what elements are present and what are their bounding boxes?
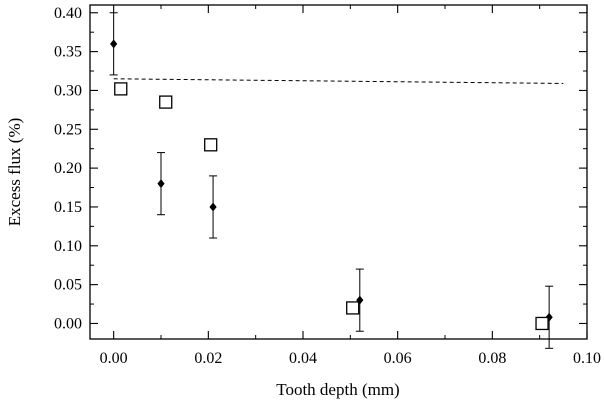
x-axis-title: Tooth depth (mm) xyxy=(276,380,399,399)
x-tick-label: 0.00 xyxy=(100,350,128,367)
x-tick-label: 0.02 xyxy=(194,350,222,367)
y-tick-label: 0.10 xyxy=(54,238,82,255)
data-marks xyxy=(109,12,564,349)
open-square-point xyxy=(346,301,360,315)
axis-ticks xyxy=(90,5,588,339)
y-tick-label: 0.35 xyxy=(54,44,82,61)
filled-diamond-point xyxy=(157,179,165,189)
filled-diamond-point xyxy=(545,312,553,322)
open-square-point xyxy=(535,316,549,331)
x-tick-label: 0.10 xyxy=(573,350,601,367)
x-tick-label: 0.06 xyxy=(384,350,412,367)
y-tick-label: 0.15 xyxy=(54,199,82,216)
x-tick-label: 0.08 xyxy=(478,350,506,367)
open-square-point xyxy=(114,82,128,96)
y-tick-label: 0.00 xyxy=(54,315,82,332)
dashed-reference-line xyxy=(113,78,564,84)
y-tick-label: 0.05 xyxy=(54,277,82,294)
y-axis-title: Excess flux (%) xyxy=(5,118,24,227)
open-square-point xyxy=(159,95,173,109)
y-tick-label: 0.20 xyxy=(54,160,82,177)
filled-diamond-point xyxy=(209,202,217,212)
filled-diamond-point xyxy=(110,39,118,49)
y-tick-label: 0.30 xyxy=(54,82,82,99)
y-tick-labels: 0.00 0.05 0.10 0.15 0.20 0.25 0.30 0.35 0.40 xyxy=(54,5,82,333)
y-tick-label: 0.25 xyxy=(54,121,82,138)
x-tick-labels: 0.00 0.02 0.04 0.06 0.08 0.10 xyxy=(100,350,601,367)
x-tick-label: 0.04 xyxy=(289,350,317,367)
y-tick-label: 0.40 xyxy=(54,5,82,22)
plot-frame xyxy=(89,4,588,340)
open-square-point xyxy=(204,138,218,152)
